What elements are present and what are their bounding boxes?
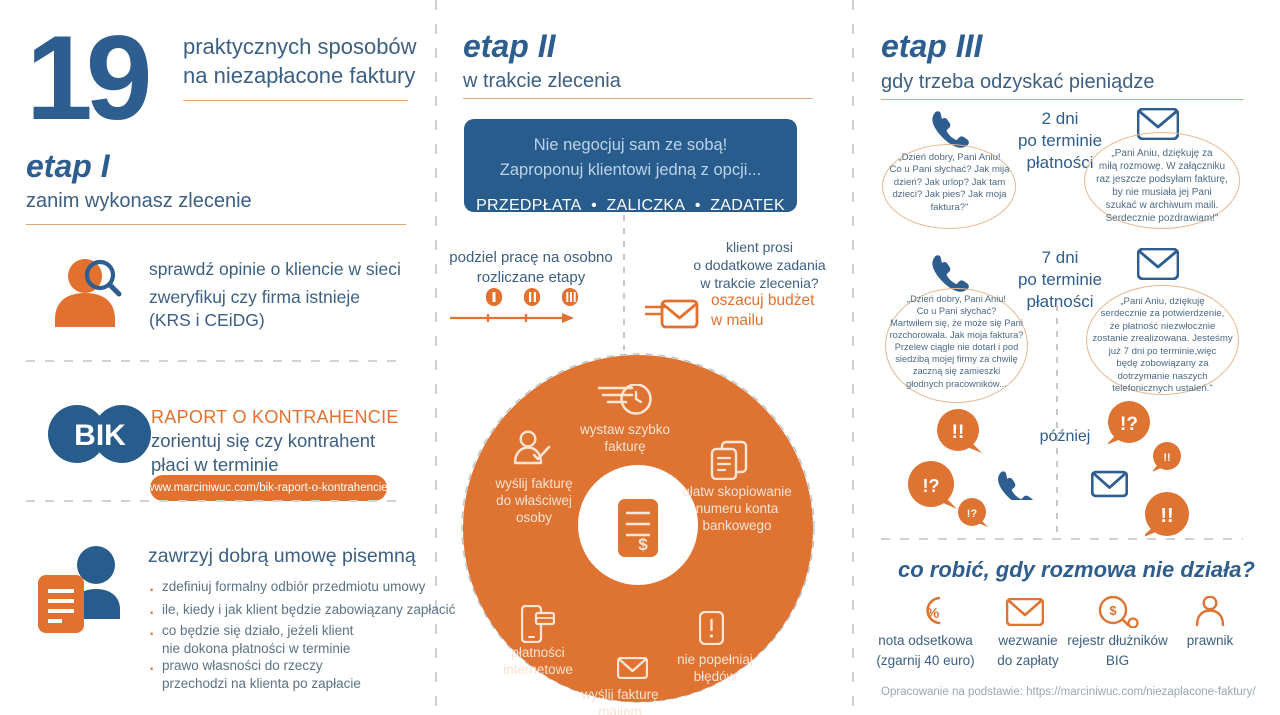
svg-text:!!: !! <box>1163 452 1170 464</box>
svg-text:$: $ <box>1109 603 1117 618</box>
svg-text:BIK: BIK <box>74 419 126 452</box>
svg-text:!!: !! <box>1160 505 1173 527</box>
svg-text:%: % <box>926 605 939 622</box>
svg-text:!?: !? <box>923 476 940 496</box>
svg-text:!?: !? <box>967 508 978 520</box>
svg-text:!?: !? <box>1120 414 1138 435</box>
svg-text:!!: !! <box>952 422 965 443</box>
svg-text:$: $ <box>638 535 648 554</box>
